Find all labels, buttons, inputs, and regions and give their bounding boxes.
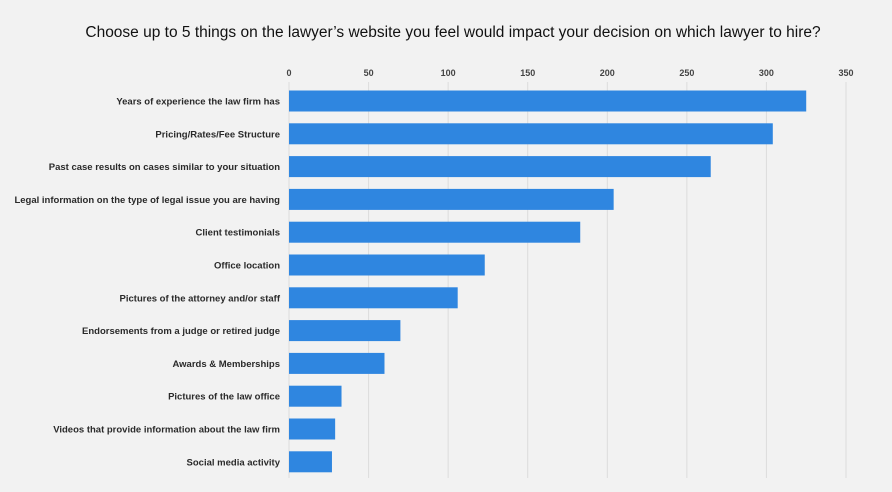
bar <box>289 451 332 473</box>
x-tick-label: 0 <box>286 68 291 78</box>
category-label: Pictures of the law office <box>168 392 280 403</box>
x-tick-label: 350 <box>838 68 853 78</box>
category-label: Years of experience the law firm has <box>116 97 280 108</box>
category-label: Office location <box>214 261 280 272</box>
bar <box>289 156 711 178</box>
bar <box>289 254 485 276</box>
x-axis-ticks: 0 50 100 150 200 250 300 350 <box>286 68 853 78</box>
bar <box>289 418 336 440</box>
category-labels: Years of experience the law firm has Pric… <box>14 97 280 469</box>
bar <box>289 352 385 374</box>
bar <box>289 123 773 145</box>
bar <box>289 320 401 342</box>
category-label: Past case results on cases similar to yo… <box>49 162 280 173</box>
category-label: Pricing/Rates/Fee Structure <box>155 129 280 140</box>
gridlines <box>288 82 847 478</box>
bar <box>289 188 614 210</box>
category-label: Awards & Memberships <box>172 359 280 370</box>
bar <box>289 221 581 243</box>
category-label: Social media activity <box>187 457 281 468</box>
x-tick-label: 200 <box>600 68 615 78</box>
bar <box>289 287 458 309</box>
category-label: Pictures of the attorney and/or staff <box>120 293 281 304</box>
x-tick-label: 150 <box>520 68 535 78</box>
bar <box>289 90 807 112</box>
category-label: Endorsements from a judge or retired jud… <box>82 326 280 337</box>
x-tick-label: 100 <box>441 68 456 78</box>
category-label: Videos that provide information about th… <box>53 425 280 436</box>
chart-title: Choose up to 5 things on the lawyer’s we… <box>85 24 821 41</box>
x-tick-label: 50 <box>364 68 374 78</box>
x-tick-label: 250 <box>679 68 694 78</box>
bars <box>289 90 807 473</box>
bar <box>289 385 342 407</box>
category-label: Legal information on the type of legal i… <box>14 195 280 206</box>
x-tick-label: 300 <box>759 68 774 78</box>
category-label: Client testimonials <box>196 228 280 239</box>
